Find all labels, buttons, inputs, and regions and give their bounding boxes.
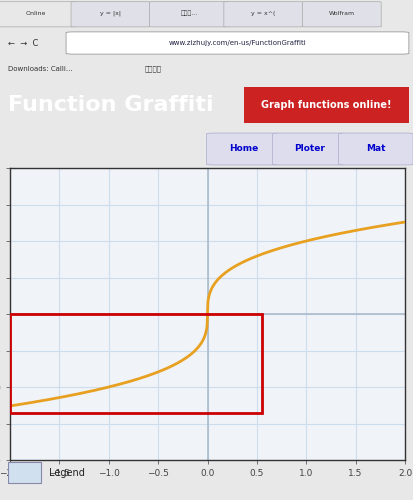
FancyBboxPatch shape bbox=[339, 133, 413, 165]
FancyBboxPatch shape bbox=[302, 2, 381, 27]
Bar bbox=[10, 314, 262, 412]
Text: Wolfram: Wolfram bbox=[329, 11, 355, 16]
Text: Home: Home bbox=[229, 144, 258, 152]
FancyBboxPatch shape bbox=[0, 2, 76, 27]
Text: Graph functions online!: Graph functions online! bbox=[261, 100, 392, 110]
FancyBboxPatch shape bbox=[273, 133, 347, 165]
Text: www.zizhujy.com/en-us/FunctionGraffiti: www.zizhujy.com/en-us/FunctionGraffiti bbox=[169, 40, 306, 46]
FancyBboxPatch shape bbox=[8, 462, 40, 483]
Text: y = |x|: y = |x| bbox=[100, 10, 121, 16]
FancyBboxPatch shape bbox=[71, 2, 150, 27]
Text: Legend: Legend bbox=[49, 468, 85, 477]
Text: 在线绘...: 在线绘... bbox=[180, 10, 197, 16]
FancyBboxPatch shape bbox=[224, 2, 303, 27]
Text: Function Graffiti: Function Graffiti bbox=[8, 95, 214, 115]
Text: ←  →  C: ← → C bbox=[8, 38, 39, 48]
Text: Online: Online bbox=[26, 11, 46, 16]
Text: Downloads: Calli...: Downloads: Calli... bbox=[8, 66, 73, 72]
FancyBboxPatch shape bbox=[150, 2, 228, 27]
FancyBboxPatch shape bbox=[206, 133, 281, 165]
FancyBboxPatch shape bbox=[244, 87, 409, 123]
Text: y = x^(: y = x^( bbox=[251, 11, 275, 16]
FancyBboxPatch shape bbox=[66, 32, 409, 54]
Text: Mat: Mat bbox=[366, 144, 386, 152]
Text: 新标签页: 新标签页 bbox=[145, 66, 161, 72]
Text: Ploter: Ploter bbox=[294, 144, 325, 152]
